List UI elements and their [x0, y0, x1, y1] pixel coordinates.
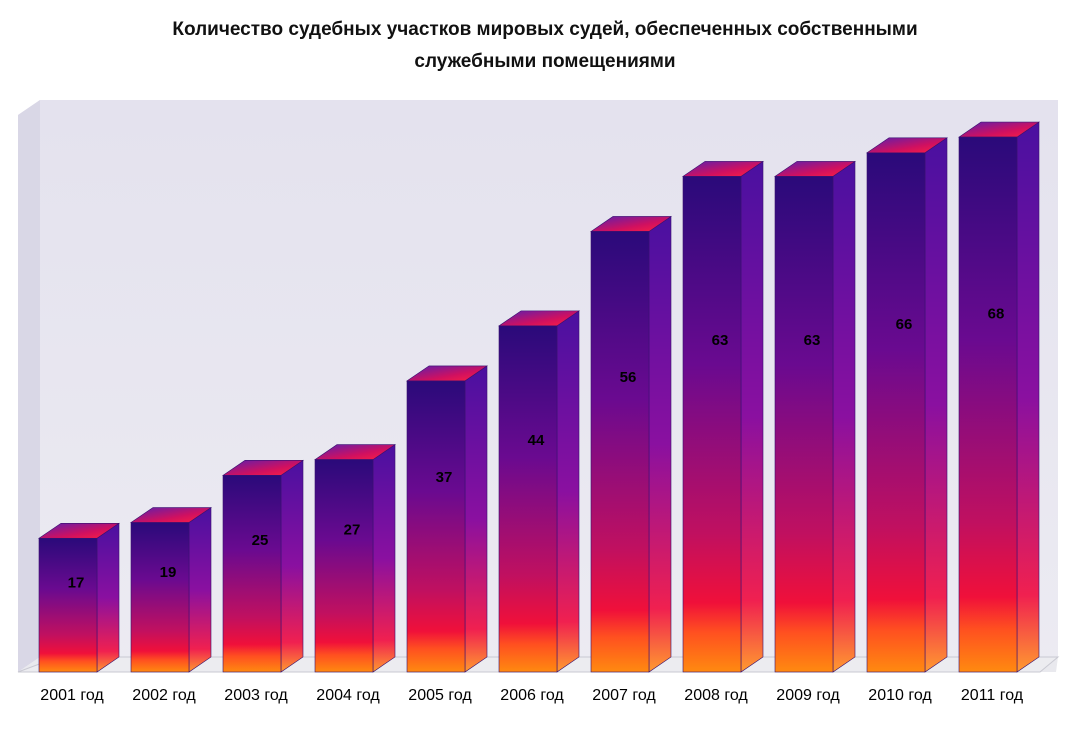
- bar: [682, 160, 764, 673]
- data-label: 63: [804, 332, 821, 349]
- bar-side: [924, 137, 948, 673]
- bar-side: [464, 365, 488, 673]
- data-label: 56: [620, 369, 637, 386]
- chart-title-line-1: Количество судебных участков мировых суд…: [172, 19, 918, 40]
- x-tick-label: 2007 год: [592, 687, 656, 704]
- bar-front: [590, 231, 650, 673]
- x-tick-label: 2002 год: [132, 687, 196, 704]
- data-label: 25: [252, 532, 269, 549]
- bar: [38, 522, 120, 673]
- bar: [222, 459, 304, 673]
- bar-front: [130, 522, 190, 673]
- chart-title: Количество судебных участков мировых суд…: [0, 14, 1090, 78]
- data-label: 66: [896, 316, 913, 333]
- bar: [590, 215, 672, 673]
- x-tick-label: 2008 год: [684, 687, 748, 704]
- x-tick-label: 2009 год: [776, 687, 840, 704]
- x-tick-label: 2003 год: [224, 687, 288, 704]
- data-label: 17: [68, 574, 85, 591]
- x-tick-label: 2005 год: [408, 687, 472, 704]
- bar-side: [740, 160, 764, 673]
- bar-front: [38, 537, 98, 673]
- bar: [498, 310, 580, 673]
- chart-title-line-2: служебными помещениями: [414, 51, 676, 72]
- bar: [774, 160, 856, 673]
- x-tick-label: 2004 год: [316, 687, 380, 704]
- data-label: 63: [712, 332, 729, 349]
- bar-side: [1016, 121, 1040, 673]
- bar-front: [682, 176, 742, 673]
- bar-front: [774, 176, 834, 673]
- x-tick-label: 2010 год: [868, 687, 932, 704]
- bar: [406, 365, 488, 673]
- bar-front: [222, 475, 282, 673]
- bar-side: [188, 506, 212, 673]
- bar-front: [498, 325, 558, 673]
- data-label: 44: [528, 432, 545, 449]
- data-label: 68: [988, 306, 1005, 323]
- labels-group: 17 2001 год 19 2002 год 25 2003 год 27 2004 год…: [40, 306, 1023, 704]
- bar: [130, 506, 212, 673]
- side-wall: [18, 100, 40, 672]
- bar: [958, 121, 1040, 673]
- x-tick-label: 2001 год: [40, 687, 104, 704]
- bar: [314, 444, 396, 673]
- data-label: 19: [160, 564, 177, 581]
- bar-side: [832, 160, 856, 673]
- bar-front: [314, 459, 374, 673]
- bar-side: [96, 522, 120, 673]
- bar: [866, 137, 948, 673]
- bar-side: [280, 459, 304, 673]
- bar-front: [406, 380, 466, 673]
- bar-side: [556, 310, 580, 673]
- bar-front: [958, 136, 1018, 673]
- data-label: 27: [344, 522, 361, 539]
- bar-side: [648, 215, 672, 673]
- x-tick-label: 2011 год: [961, 687, 1024, 704]
- x-tick-label: 2006 год: [500, 687, 564, 704]
- bars-group: [38, 121, 1040, 673]
- data-label: 37: [436, 469, 453, 486]
- bar-side: [372, 444, 396, 673]
- bar-front: [866, 152, 926, 673]
